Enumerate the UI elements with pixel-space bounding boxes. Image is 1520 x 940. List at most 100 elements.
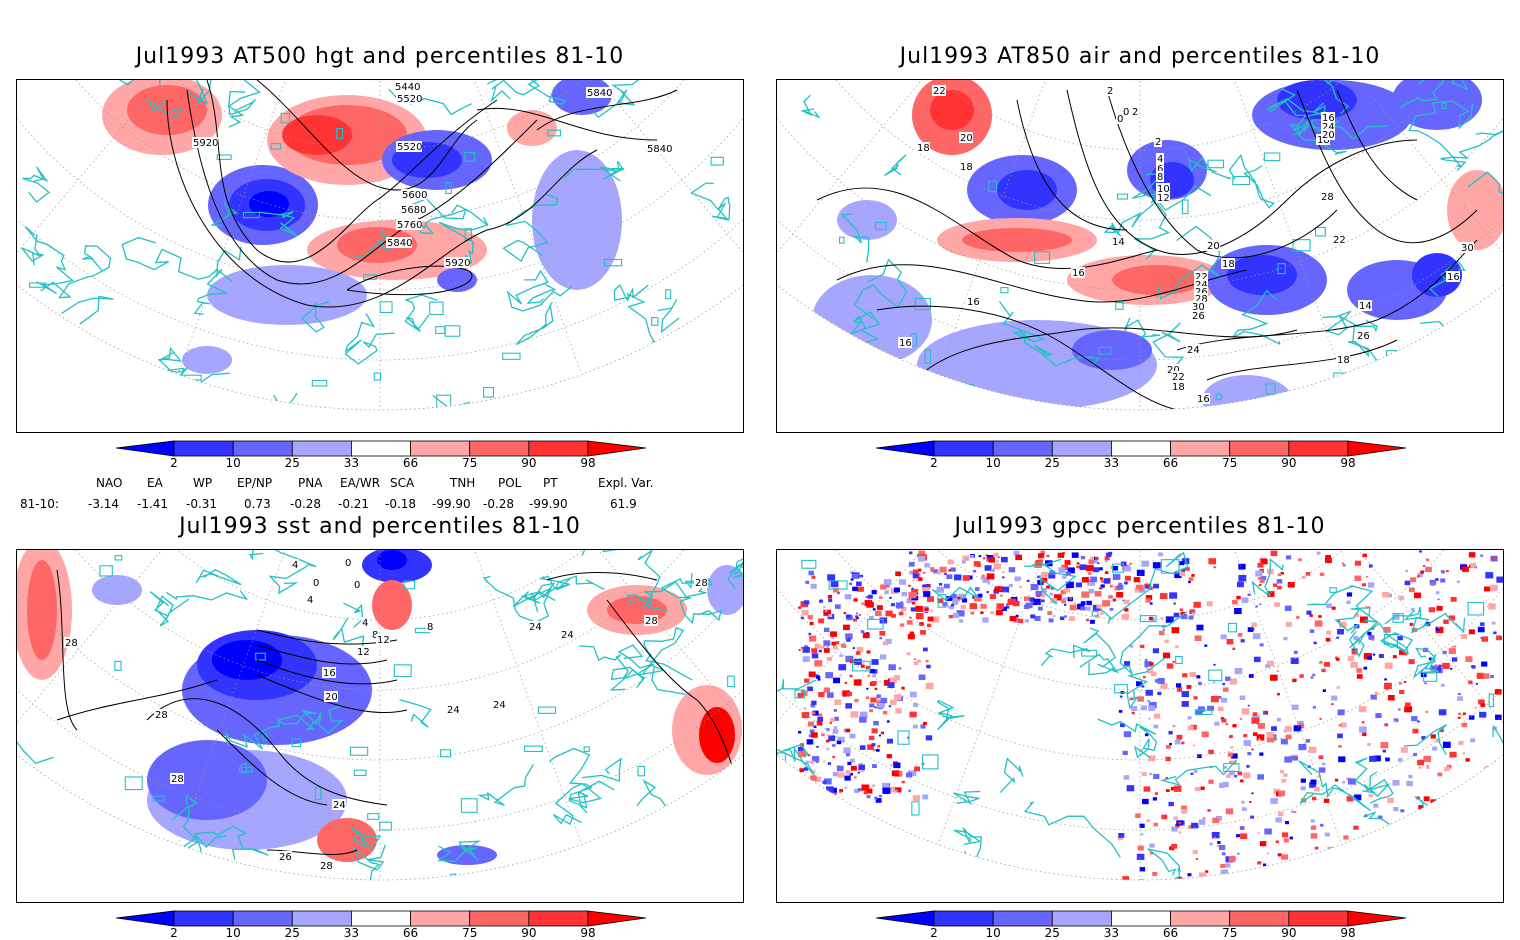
meridian	[17, 80, 381, 273]
precip-cell	[1240, 639, 1245, 643]
precip-cell	[1367, 631, 1372, 636]
precip-cell	[916, 659, 922, 663]
colorbar-tick-label: 2	[930, 926, 938, 940]
precip-cell	[1134, 587, 1137, 590]
precip-cell	[833, 709, 837, 712]
precip-cell	[869, 668, 875, 674]
precip-cell	[1453, 645, 1457, 648]
precip-cell	[832, 729, 839, 734]
precip-cell	[1238, 575, 1247, 582]
precip-cell	[1178, 831, 1182, 834]
precip-cell	[926, 664, 931, 669]
contour-label-bg	[444, 257, 470, 268]
precip-cell	[1310, 819, 1315, 823]
precip-cell	[857, 788, 862, 792]
precip-cell	[814, 660, 823, 667]
contour-label: 18	[1222, 259, 1235, 270]
precip-cell	[1291, 704, 1299, 711]
shading-anomaly	[930, 90, 974, 130]
country-border	[1263, 152, 1281, 162]
precip-cell	[1234, 667, 1243, 675]
precip-cell	[1221, 697, 1228, 703]
precip-cell	[1067, 567, 1075, 574]
precip-cell	[890, 699, 897, 705]
precip-cell	[1435, 738, 1441, 743]
precip-cell	[1287, 581, 1295, 588]
precip-cell	[930, 567, 935, 571]
precip-cell	[1323, 667, 1326, 670]
precip-cell	[1385, 757, 1390, 762]
precip-cell	[1229, 760, 1232, 763]
coastline	[1228, 153, 1276, 209]
precip-cell	[1438, 709, 1447, 716]
precip-cell	[1207, 705, 1214, 711]
precip-cell	[1173, 602, 1176, 605]
contour-label-bg	[356, 646, 370, 657]
country-border	[216, 154, 232, 160]
precip-cell	[869, 703, 875, 708]
precip-cell	[983, 557, 986, 560]
precip-cell	[832, 771, 839, 777]
contour-label-bg	[1171, 371, 1185, 382]
precip-cell	[807, 754, 811, 757]
precip-cell	[1451, 657, 1458, 662]
precip-cell	[1276, 669, 1279, 672]
precip-cell	[879, 654, 887, 660]
precip-cell	[872, 784, 876, 787]
precip-cell	[1225, 863, 1231, 868]
precip-cell	[1188, 580, 1191, 584]
precip-cell	[990, 611, 995, 615]
contour-line	[256, 659, 398, 685]
coastline	[437, 840, 481, 862]
precip-cell	[1086, 565, 1094, 572]
coastline	[1152, 322, 1185, 366]
precip-cell	[1387, 593, 1392, 598]
precip-cell	[832, 756, 835, 759]
precip-cell	[1136, 681, 1143, 687]
precip-cell	[1152, 797, 1158, 801]
precip-cell	[969, 603, 978, 610]
precip-cell	[1065, 571, 1071, 576]
precip-cell	[918, 674, 926, 680]
colorbar-tick-label: 66	[1162, 926, 1179, 940]
precip-cell	[1367, 656, 1372, 660]
colorbar-svg	[875, 910, 1407, 927]
contour-label: 28	[320, 861, 333, 872]
precip-cell	[1142, 798, 1149, 805]
precip-cell	[1460, 634, 1468, 639]
precip-cell	[812, 756, 820, 762]
precip-cell	[908, 592, 917, 599]
precip-cell	[917, 568, 922, 572]
precip-cell	[965, 557, 969, 561]
contour-line	[256, 644, 388, 665]
precip-cell	[1442, 741, 1451, 748]
precip-cell	[810, 760, 815, 764]
precip-cell	[850, 578, 854, 581]
precip-cell	[967, 575, 973, 580]
precip-cell	[1398, 650, 1405, 655]
precip-cell	[895, 787, 902, 793]
precip-cell	[1412, 728, 1419, 734]
country-border	[373, 372, 382, 381]
precip-cell	[874, 610, 882, 617]
coastline	[351, 826, 382, 851]
contour-label-bg	[1321, 112, 1335, 123]
precip-cell	[1435, 578, 1439, 581]
precip-cell	[1187, 725, 1194, 731]
country-border	[240, 763, 248, 774]
colorbar-swatch-2	[992, 910, 1053, 927]
precip-cell	[827, 594, 833, 599]
precip-cell	[842, 690, 850, 697]
coastline	[660, 578, 722, 625]
precip-cell	[1465, 758, 1470, 762]
precip-cell	[1400, 747, 1408, 753]
precip-cell	[1144, 585, 1149, 589]
shading-anomaly	[249, 191, 289, 217]
precip-cell	[828, 735, 836, 742]
precip-cell	[1171, 826, 1178, 832]
precip-cell	[1290, 657, 1299, 665]
precip-cell	[923, 721, 927, 725]
precip-cell	[915, 612, 924, 620]
precip-cell	[1046, 554, 1050, 558]
precip-cell	[826, 728, 830, 731]
